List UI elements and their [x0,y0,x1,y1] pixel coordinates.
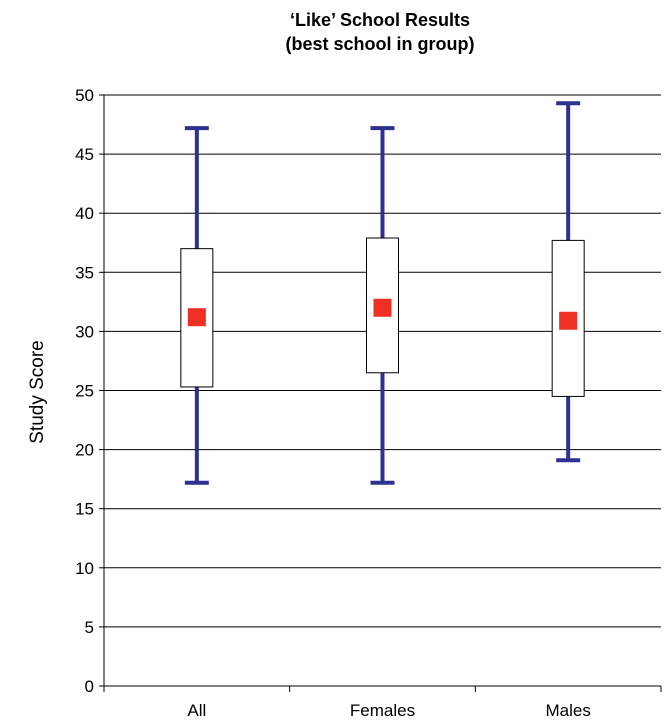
axes: 0 5 10 15 20 25 30 35 40 45 50 All Females Males [75,86,662,720]
y-tick-label-45: 45 [75,145,94,164]
y-tick-label-20: 20 [75,441,94,460]
y-tick-label-50: 50 [75,86,94,105]
y-axis-title: Study Score [27,340,48,444]
y-tick-label-25: 25 [75,382,94,401]
y-tick-label-15: 15 [75,500,94,519]
x-tick-label-all: All [187,701,206,720]
mean-marker-females [373,298,392,317]
chart-title-line-1: ‘Like’ School Results [290,10,470,30]
y-tick-label-10: 10 [75,559,94,578]
y-tick-label-30: 30 [75,322,94,341]
mean-marker-males [559,311,578,330]
chart-title-line-2: (best school in group) [286,34,475,54]
y-tick-label-5: 5 [85,618,94,637]
y-tick-label-40: 40 [75,204,94,223]
boxes [180,101,585,485]
x-tick-label-males: Males [545,701,590,720]
y-tick-label-35: 35 [75,263,94,282]
y-tick-label-0: 0 [85,677,94,696]
mean-marker-all [187,308,206,327]
x-tick-label-females: Females [350,701,415,720]
